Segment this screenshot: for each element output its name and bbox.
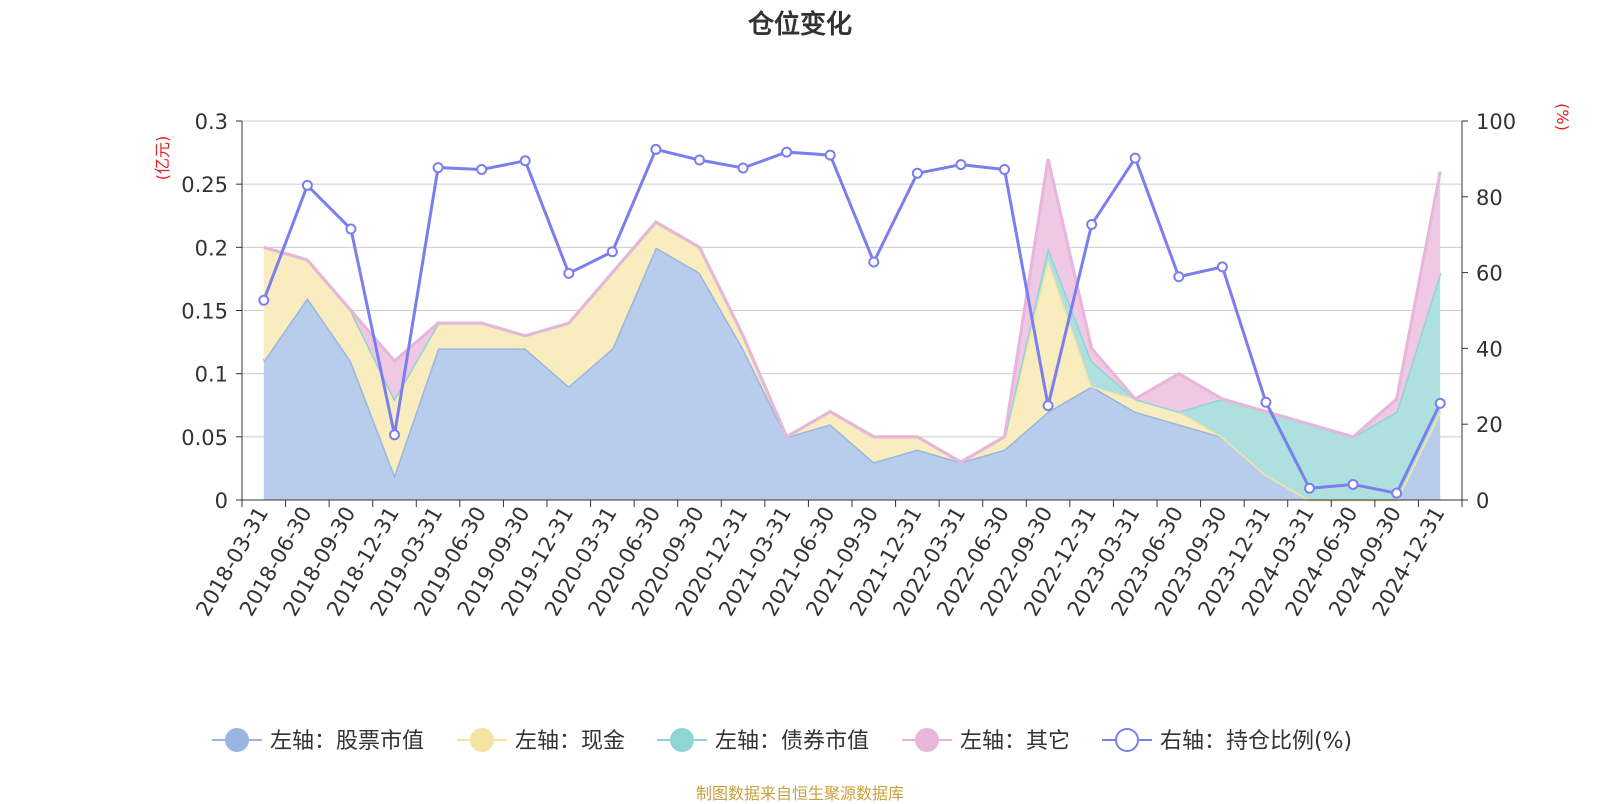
legend-marker bbox=[915, 728, 939, 752]
ratio-point bbox=[650, 143, 662, 155]
ratio-point bbox=[737, 162, 749, 174]
ratio-point bbox=[301, 179, 313, 191]
legend-label: 左轴：债券市值 bbox=[715, 729, 869, 754]
ratio-point bbox=[1086, 218, 1098, 230]
ratio-point bbox=[1042, 400, 1054, 412]
ratio-point bbox=[1347, 478, 1359, 490]
legend-label: 左轴：股票市值 bbox=[270, 729, 424, 754]
ratio-point bbox=[345, 223, 357, 235]
legend-item: 左轴：股票市值 bbox=[212, 728, 424, 754]
left-tick-label: 0.2 bbox=[195, 236, 228, 260]
ratio-point bbox=[999, 164, 1010, 176]
left-tick-label: 0.05 bbox=[181, 426, 228, 450]
ratio-point bbox=[1391, 487, 1403, 499]
ratio-point bbox=[1173, 271, 1185, 283]
ratio-point bbox=[258, 294, 270, 306]
ratio-point bbox=[911, 167, 923, 179]
data-source-note: 制图数据来自恒生聚源数据库 bbox=[695, 784, 904, 803]
legend-item: 左轴：债券市值 bbox=[657, 728, 869, 754]
area-0 bbox=[263, 247, 1441, 500]
legend-label: 左轴：现金 bbox=[515, 729, 625, 754]
ratio-point bbox=[389, 429, 400, 441]
legend-marker bbox=[670, 728, 694, 752]
legend-marker bbox=[470, 728, 494, 752]
ratio-point bbox=[868, 256, 880, 268]
ratio-point bbox=[1434, 397, 1446, 409]
ratio-point bbox=[1129, 152, 1141, 164]
legend-marker bbox=[225, 728, 249, 752]
chart-title: 仓位变化 bbox=[747, 9, 852, 40]
right-tick-label: 0 bbox=[1476, 489, 1489, 513]
ratio-point bbox=[824, 149, 836, 161]
right-tick-label: 20 bbox=[1476, 413, 1503, 437]
ratio-point bbox=[781, 146, 793, 158]
left-tick-label: 0.25 bbox=[181, 173, 228, 197]
ratio-point bbox=[606, 246, 618, 258]
legend-item: 左轴：现金 bbox=[457, 728, 625, 754]
ratio-line bbox=[262, 147, 1442, 495]
position-ratio-line bbox=[258, 143, 1446, 499]
stacked-areas bbox=[262, 158, 1442, 502]
legend: 左轴：股票市值 左轴：现金 左轴：债券市值 左轴：其它 右轴：持仓比例(%) bbox=[212, 728, 1352, 754]
area-edge-3 bbox=[263, 158, 1442, 464]
ratio-point bbox=[1260, 396, 1272, 408]
area-2 bbox=[263, 222, 1441, 501]
right-tick-label: 40 bbox=[1476, 337, 1503, 361]
left-tick-label: 0 bbox=[215, 489, 228, 513]
left-tick-label: 0.15 bbox=[181, 300, 228, 324]
ratio-point bbox=[476, 164, 488, 176]
ratio-point bbox=[694, 154, 705, 166]
ratio-point bbox=[1304, 482, 1315, 494]
ratio-point bbox=[955, 159, 967, 171]
left-tick-label: 0.1 bbox=[195, 363, 228, 387]
legend-label: 右轴：持仓比例(%) bbox=[1160, 729, 1352, 754]
right-tick-label: 60 bbox=[1476, 262, 1503, 286]
legend-item: 左轴：其它 bbox=[902, 728, 1070, 754]
ratio-point bbox=[432, 162, 444, 174]
right-tick-label: 80 bbox=[1476, 186, 1503, 210]
ratio-point bbox=[1216, 261, 1228, 273]
legend-item: 右轴：持仓比例(%) bbox=[1102, 728, 1352, 754]
ratio-point bbox=[519, 155, 531, 167]
left-axis-unit: (亿元) bbox=[153, 136, 172, 181]
right-axis-unit: (%) bbox=[1553, 103, 1572, 131]
legend-marker bbox=[1115, 728, 1139, 752]
left-tick-label: 0.3 bbox=[195, 110, 228, 134]
ratio-point bbox=[563, 267, 575, 279]
legend-label: 左轴：其它 bbox=[960, 729, 1070, 754]
right-tick-label: 100 bbox=[1476, 110, 1516, 134]
